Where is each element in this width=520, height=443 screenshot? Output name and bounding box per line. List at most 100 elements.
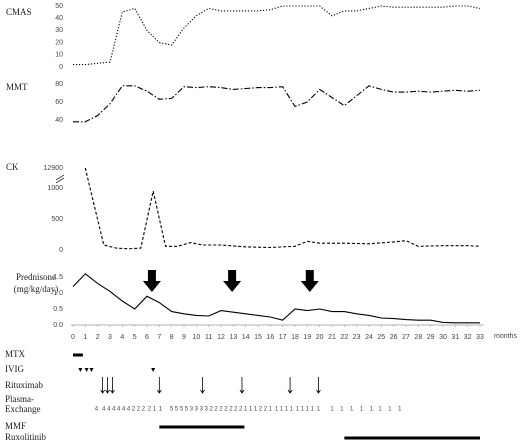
x-tick-label: 19 [303, 334, 311, 341]
session-count: 1 [290, 407, 294, 413]
session-count: 1 [254, 407, 258, 413]
session-count: 1 [306, 407, 310, 413]
pulse-arrow [300, 270, 319, 292]
session-count: 5 [180, 407, 184, 413]
session-count: 1 [398, 407, 402, 413]
x-tick-label: 14 [242, 334, 250, 341]
x-tick-label: 29 [427, 334, 435, 341]
x-tick-label: 21 [328, 334, 336, 341]
session-count: 4 [112, 407, 116, 413]
session-count: 1 [378, 407, 382, 413]
axis-break [55, 174, 65, 184]
y-tick-label: 1000 [47, 185, 63, 192]
y-axis-label: CK [6, 162, 19, 172]
session-count: 1 [249, 407, 253, 413]
x-tick-label: 20 [316, 334, 324, 341]
y-tick-label: 60 [55, 99, 63, 106]
session-count: 4 [127, 407, 131, 413]
y-tick-label: 10 [55, 52, 63, 59]
session-count: 2 [239, 407, 243, 413]
session-count: 3 [200, 407, 204, 413]
y-tick-label: 80 [55, 81, 63, 88]
session-count: 2 [264, 407, 268, 413]
x-tick-label: 10 [192, 334, 200, 341]
dose-arrow [200, 377, 205, 394]
session-count: 2 [209, 407, 213, 413]
x-tick-label: 12 [217, 334, 225, 341]
y-tick-label: 0 [59, 247, 63, 254]
session-count: 1 [153, 407, 157, 413]
session-count: 1 [311, 407, 315, 413]
session-count: 5 [175, 407, 179, 413]
x-tick-label: 28 [414, 334, 422, 341]
x-tick-label: 32 [464, 334, 472, 341]
session-count: 1 [301, 407, 305, 413]
session-count: 1 [275, 407, 279, 413]
y-axis-label: Prednisone [16, 272, 56, 282]
session-count: 2 [132, 407, 136, 413]
session-count: 4 [107, 407, 111, 413]
y-tick-label: 40 [55, 117, 63, 124]
session-count: 2 [137, 407, 141, 413]
session-count: 1 [370, 407, 374, 413]
pulse-arrow [142, 270, 161, 292]
session-count: 2 [224, 407, 228, 413]
session-count: 1 [340, 407, 344, 413]
session-count: 2 [148, 407, 152, 413]
data-line [84, 167, 481, 250]
y-tick-label: 50 [55, 3, 63, 10]
treatment-span [73, 353, 83, 357]
y-tick-label: 0.5 [53, 306, 63, 313]
data-line [72, 273, 480, 324]
x-axis-label: months [494, 333, 517, 340]
x-tick-label: 23 [353, 334, 361, 341]
session-count: 1 [280, 407, 284, 413]
session-count: 2 [259, 407, 263, 413]
x-tick-label: 18 [291, 334, 299, 341]
session-count: 2 [142, 407, 146, 413]
x-tick-label: 9 [182, 334, 186, 341]
row-label: Rituximab [5, 380, 43, 390]
y-axis-label: CMAS [6, 7, 32, 17]
x-tick-label: 16 [266, 334, 274, 341]
session-count: 1 [330, 407, 334, 413]
x-tick-label: 17 [279, 334, 287, 341]
row-label: MTX [5, 349, 26, 359]
dose-arrow [316, 377, 321, 394]
session-count: 3 [190, 407, 194, 413]
dose-marker [78, 368, 83, 372]
dose-marker [84, 368, 89, 372]
dose-marker [89, 368, 94, 372]
x-tick-label: 15 [254, 334, 262, 341]
row-label: Exchange [5, 404, 40, 414]
session-count: 2 [229, 407, 233, 413]
session-count: 1 [350, 407, 354, 413]
pulse-arrow [223, 270, 242, 292]
row-label: MMF [5, 421, 26, 431]
y-tick-label: 20 [55, 39, 63, 46]
x-tick-label: 13 [229, 334, 237, 341]
x-tick-label: 2 [96, 334, 100, 341]
y-tick-label: 1.5 [53, 274, 63, 281]
session-count: 1 [244, 407, 248, 413]
session-count: 4 [122, 407, 126, 413]
x-tick-label: 1 [83, 334, 87, 341]
session-count: 5 [185, 407, 189, 413]
dose-arrow [105, 377, 110, 394]
row-label: IVIG [5, 364, 24, 374]
dose-arrow [239, 377, 245, 394]
x-tick-label: 6 [145, 334, 149, 341]
session-count: 1 [317, 407, 321, 413]
x-tick-label: 11 [205, 334, 212, 341]
y-tick-label: 0.0 [53, 322, 63, 329]
session-count: 1 [388, 407, 392, 413]
x-tick-label: 7 [157, 334, 161, 341]
x-tick-label: 31 [451, 334, 459, 341]
dose-arrow [287, 377, 293, 394]
session-count: 2 [219, 407, 223, 413]
session-count: 1 [360, 407, 364, 413]
x-tick-label: 4 [120, 334, 124, 341]
row-label: Ruxolitinib [5, 432, 47, 442]
y-tick-label: 12900 [44, 165, 64, 172]
session-count: 1 [285, 407, 289, 413]
